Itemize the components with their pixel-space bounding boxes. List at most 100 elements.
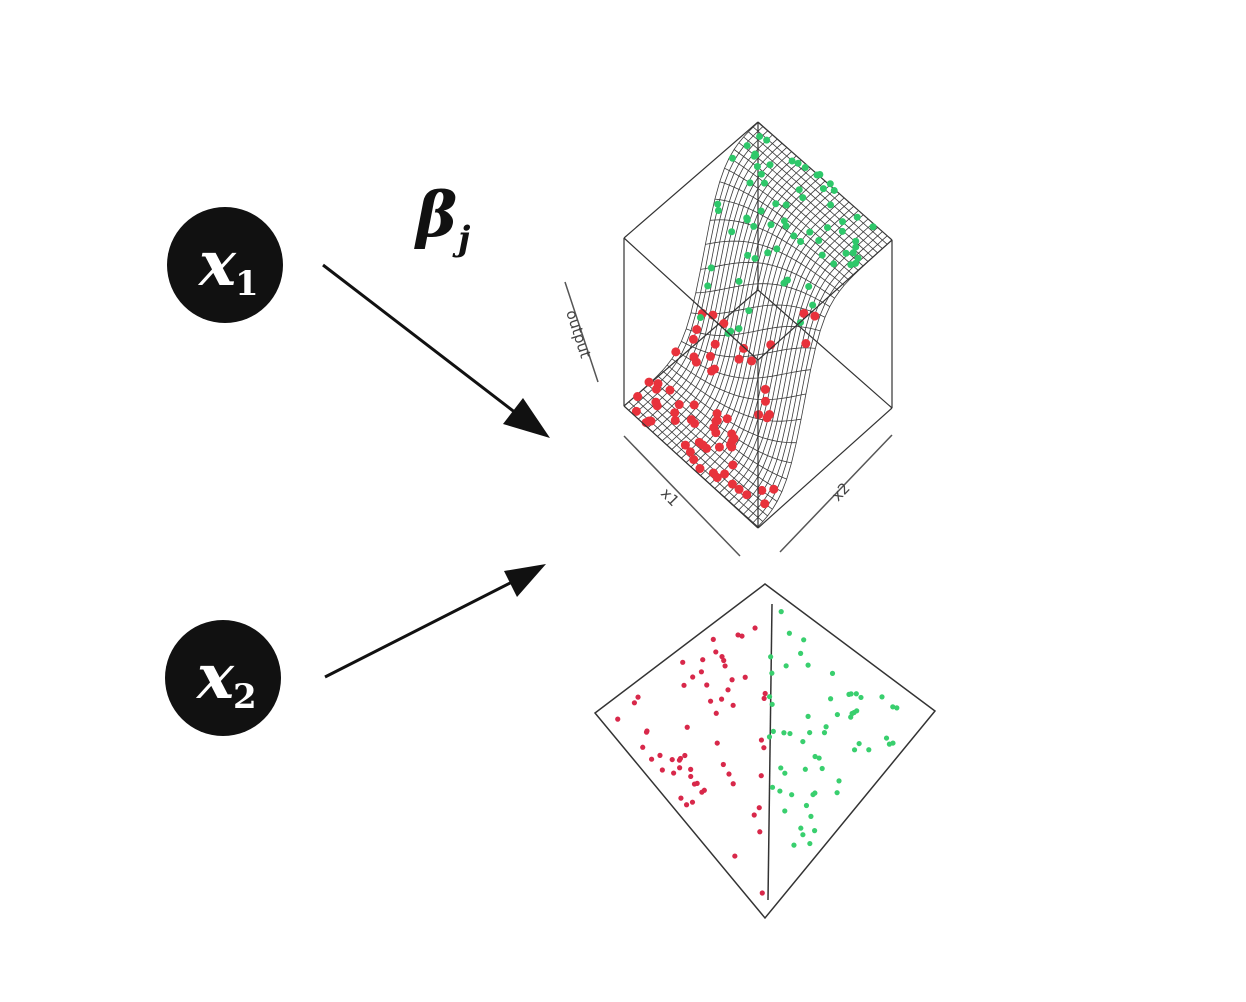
surface-point-b bbox=[801, 163, 809, 171]
surface-point-a bbox=[720, 469, 730, 479]
projection-point-b bbox=[812, 828, 818, 834]
projection-point-b bbox=[782, 770, 788, 776]
surface-point-b bbox=[714, 200, 722, 208]
surface-point-a bbox=[689, 400, 699, 410]
box-edge-front-3 bbox=[623, 405, 759, 529]
surface-point-b bbox=[849, 249, 857, 257]
node-x2-subscript: 2 bbox=[233, 677, 257, 717]
surface-point-a bbox=[665, 385, 675, 395]
surface-point-a bbox=[799, 308, 809, 318]
surface-point-b bbox=[842, 249, 850, 257]
mesh-line-u-23 bbox=[733, 218, 869, 506]
surface-point-b bbox=[852, 237, 860, 245]
surface-point-b bbox=[704, 282, 712, 290]
projection-point-b bbox=[802, 766, 808, 772]
projection-point-b bbox=[787, 730, 793, 737]
surface-point-a bbox=[685, 447, 695, 457]
projection-point-a bbox=[758, 737, 765, 743]
projection-point-b bbox=[798, 650, 804, 656]
projection-point-a bbox=[689, 799, 696, 805]
projection-point-b bbox=[807, 840, 813, 847]
surface-point-a bbox=[810, 311, 820, 321]
surface-point-a bbox=[711, 428, 721, 438]
surface-point-b bbox=[750, 152, 758, 160]
surface-point-a bbox=[734, 354, 744, 364]
projection-data-points bbox=[615, 609, 900, 896]
projection-point-b bbox=[798, 825, 804, 831]
surface-point-b bbox=[746, 179, 754, 187]
projection-point-b bbox=[890, 704, 896, 710]
surface-point-a bbox=[739, 343, 749, 353]
projection-point-b bbox=[812, 790, 818, 796]
surface-point-b bbox=[743, 216, 751, 224]
projection-point-a bbox=[722, 663, 728, 669]
mesh-line-v-19 bbox=[714, 198, 850, 281]
surface-point-b bbox=[714, 207, 722, 215]
projection-point-b bbox=[800, 832, 806, 838]
beta-symbol: β bbox=[414, 178, 457, 251]
projection-point-b bbox=[894, 705, 900, 711]
surface-point-b bbox=[838, 227, 846, 235]
surface-point-b bbox=[751, 254, 759, 262]
projection-point-b bbox=[816, 755, 822, 761]
surface-point-b bbox=[707, 264, 715, 272]
projection-point-a bbox=[720, 761, 726, 768]
surface-point-b bbox=[797, 237, 805, 245]
projection-point-b bbox=[777, 788, 783, 794]
arrow-x2-head bbox=[504, 564, 546, 597]
surface-point-b bbox=[854, 254, 862, 262]
surface-point-a bbox=[705, 351, 715, 361]
surface-point-b bbox=[766, 161, 774, 169]
projection-point-a bbox=[691, 781, 698, 787]
mesh-line-u-27 bbox=[752, 235, 888, 523]
projection-point-b bbox=[819, 765, 825, 772]
projection-point-a bbox=[681, 682, 687, 688]
projection-point-b bbox=[853, 691, 859, 697]
projection-point-b bbox=[834, 790, 840, 796]
surface-point-b bbox=[783, 276, 791, 284]
surface-point-a bbox=[686, 415, 696, 425]
projection-point-b bbox=[781, 730, 787, 736]
surface-point-b bbox=[756, 132, 764, 140]
surface-point-a bbox=[708, 468, 718, 478]
projection-point-b bbox=[782, 808, 788, 814]
projection-point-a bbox=[657, 752, 663, 758]
projection-point-a bbox=[761, 745, 767, 751]
surface-point-b bbox=[735, 277, 743, 285]
mesh-line-v-6 bbox=[652, 380, 787, 480]
surface-point-b bbox=[799, 194, 807, 202]
projection-point-a bbox=[759, 890, 765, 896]
surface-point-b bbox=[790, 232, 798, 240]
surface-point-b bbox=[826, 180, 834, 188]
mesh-line-v-16 bbox=[700, 261, 835, 299]
projection-point-a bbox=[758, 773, 764, 779]
projection-point-a bbox=[683, 802, 690, 808]
mesh-line-v-25 bbox=[743, 136, 878, 254]
surface-point-a bbox=[689, 352, 699, 362]
mesh-line-v-22 bbox=[729, 157, 864, 267]
mesh-line-u-28 bbox=[757, 239, 893, 527]
arrow-x1-to-output bbox=[322, 263, 526, 422]
surface-plot: output x1 x2 bbox=[562, 121, 893, 557]
projection-point-a bbox=[762, 690, 768, 697]
projection-point-b bbox=[821, 730, 828, 736]
projection-point-a bbox=[730, 781, 736, 787]
surface-point-a bbox=[722, 414, 732, 424]
projection-point-a bbox=[698, 669, 705, 675]
box-edge-front-0 bbox=[623, 237, 759, 361]
surface-point-b bbox=[772, 200, 780, 208]
surface-point-a bbox=[689, 455, 699, 465]
surface-point-a bbox=[727, 479, 737, 489]
projection-point-a bbox=[631, 700, 638, 706]
mesh-line-u-17 bbox=[705, 193, 840, 480]
surface-point-a bbox=[671, 347, 681, 357]
surface-point-b bbox=[764, 249, 772, 257]
surface-point-a bbox=[714, 442, 724, 452]
projection-point-a bbox=[757, 829, 763, 835]
projection-point-a bbox=[699, 789, 705, 795]
surface-point-a bbox=[728, 460, 738, 470]
surface-point-b bbox=[757, 207, 765, 215]
projection-point-b bbox=[805, 662, 811, 668]
projection-point-a bbox=[761, 695, 767, 701]
surface-point-b bbox=[743, 142, 751, 150]
